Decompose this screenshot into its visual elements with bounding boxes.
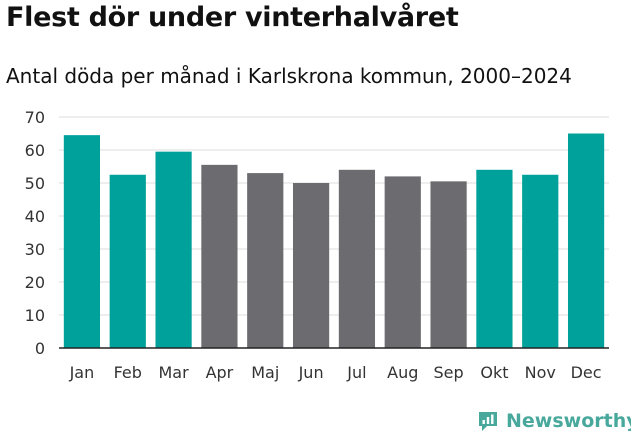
newsworthy-logo-icon [479,412,497,431]
y-tick-label: 70 [25,108,45,127]
bar-chart: 0 10 20 30 40 50 60 70 Jan Feb Mar Apr Maj Jun Jul Aug S… [25,108,609,382]
y-tick-label: 0 [35,339,45,358]
x-tick-label: Feb [114,363,142,382]
bar-feb [109,174,146,348]
x-tick-label: Dec [571,363,602,382]
bar-maj [247,173,284,348]
y-tick-label: 40 [25,207,45,226]
x-tick-label: Jul [346,363,366,382]
x-tick-label: Okt [480,363,508,382]
bar-okt [476,169,513,348]
bar-sep [430,181,467,348]
y-tick-label: 60 [25,141,45,160]
y-tick-label: 10 [25,306,45,325]
x-tick-label: Sep [434,363,464,382]
bar-mar [155,151,192,348]
bar-nov [522,174,559,348]
bar-dec [567,133,605,348]
bar-jul [338,169,376,348]
y-tick-label: 20 [25,273,45,292]
chart-subtitle: Antal döda per månad i Karlskrona kommun… [6,64,572,88]
bar-apr [201,164,238,348]
brand-logo: Newsworthy [476,409,631,433]
bar-jun [292,183,330,348]
y-tick-label: 50 [25,174,45,193]
brand-name: Newsworthy [506,410,631,432]
y-tick-label: 30 [25,240,45,259]
x-tick-label: Jan [69,363,95,382]
x-tick-label: Maj [251,363,279,382]
x-tick-label: Mar [158,363,189,382]
x-tick-label: Aug [387,363,418,382]
x-tick-label: Jun [298,363,324,382]
bar-jan [63,135,101,348]
x-tick-label: Nov [525,363,556,382]
chart-title: Flest dör under vinterhalvåret [6,2,459,33]
bar-aug [384,176,421,348]
x-tick-label: Apr [206,363,234,382]
